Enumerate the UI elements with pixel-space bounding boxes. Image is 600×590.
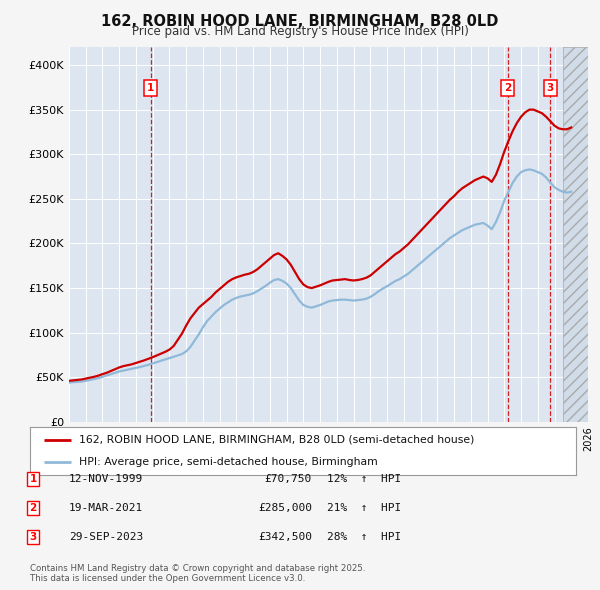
Text: 28%  ↑  HPI: 28% ↑ HPI <box>327 532 401 542</box>
Text: £70,750: £70,750 <box>265 474 312 484</box>
Text: 1: 1 <box>29 474 37 484</box>
Text: 12-NOV-1999: 12-NOV-1999 <box>69 474 143 484</box>
Text: 19-MAR-2021: 19-MAR-2021 <box>69 503 143 513</box>
Text: £285,000: £285,000 <box>258 503 312 513</box>
Text: Contains HM Land Registry data © Crown copyright and database right 2025.
This d: Contains HM Land Registry data © Crown c… <box>30 563 365 583</box>
Text: £342,500: £342,500 <box>258 532 312 542</box>
Text: 29-SEP-2023: 29-SEP-2023 <box>69 532 143 542</box>
Text: 2: 2 <box>29 503 37 513</box>
Text: 1: 1 <box>147 83 154 93</box>
Bar <box>563 47 588 422</box>
Text: 162, ROBIN HOOD LANE, BIRMINGHAM, B28 0LD: 162, ROBIN HOOD LANE, BIRMINGHAM, B28 0L… <box>101 14 499 29</box>
Text: 2: 2 <box>504 83 511 93</box>
Text: 21%  ↑  HPI: 21% ↑ HPI <box>327 503 401 513</box>
Text: Price paid vs. HM Land Registry's House Price Index (HPI): Price paid vs. HM Land Registry's House … <box>131 25 469 38</box>
Text: 3: 3 <box>547 83 554 93</box>
Text: 162, ROBIN HOOD LANE, BIRMINGHAM, B28 0LD (semi-detached house): 162, ROBIN HOOD LANE, BIRMINGHAM, B28 0L… <box>79 435 475 445</box>
Text: 3: 3 <box>29 532 37 542</box>
Text: 12%  ↑  HPI: 12% ↑ HPI <box>327 474 401 484</box>
Text: HPI: Average price, semi-detached house, Birmingham: HPI: Average price, semi-detached house,… <box>79 457 378 467</box>
